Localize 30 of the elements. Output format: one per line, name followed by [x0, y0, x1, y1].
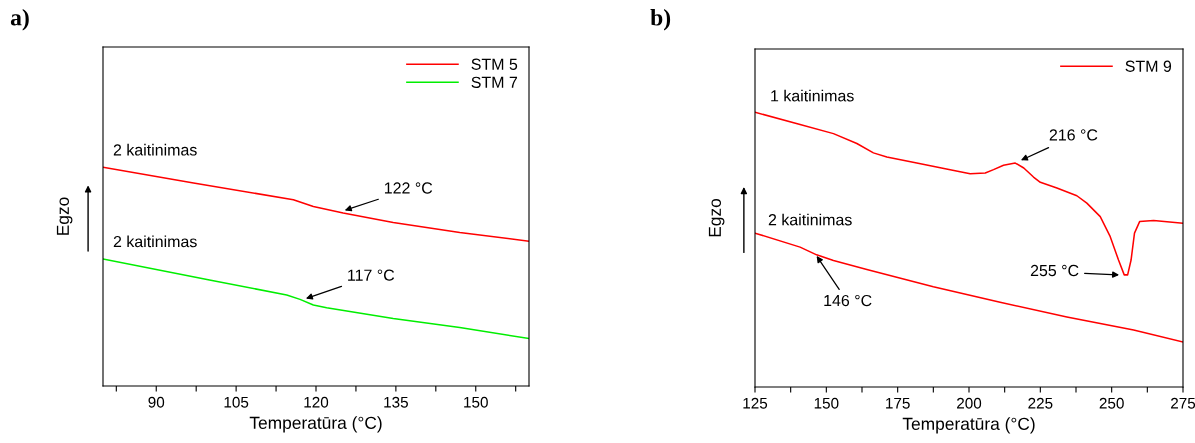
annotation: 117 °C — [348, 269, 395, 281]
x-tick-label: 200 — [957, 397, 982, 409]
x-tick-label: 275 — [1171, 397, 1195, 409]
y-axis-title: Egzo — [56, 197, 73, 235]
x-tick-label: 150 — [464, 396, 488, 408]
annotation: 2 kaitinimas — [768, 213, 852, 226]
annotation: 146 °C — [824, 294, 872, 307]
x-tick-label: 135 — [384, 396, 408, 408]
x-tick-label: 105 — [224, 396, 249, 408]
chart-title: b) — [650, 9, 671, 31]
legend-label: STM 5 — [471, 58, 518, 70]
annotation: 2 kaitinimas — [113, 235, 197, 248]
x-tick-label: 90 — [148, 396, 165, 408]
x-tick-label: 150 — [814, 397, 839, 409]
y-axis-title: Egzo — [708, 198, 725, 237]
x-axis-title: Temperatūra (°C) — [249, 416, 382, 433]
legend-label: STM 9 — [1125, 60, 1172, 72]
x-axis-title: Temperatūra (°C) — [902, 417, 1035, 434]
annotation: 255 °C — [1030, 264, 1079, 277]
annotation: 122 °C — [384, 182, 433, 194]
annotation: 216 °C — [1049, 129, 1098, 141]
annotation: 1 kaitinimas — [771, 89, 854, 102]
x-tick-label: 175 — [886, 397, 910, 409]
chart-title: a) — [10, 8, 29, 31]
legend-label: STM 7 — [471, 76, 518, 88]
x-tick-label: 120 — [304, 396, 329, 408]
x-tick-label: 250 — [1099, 397, 1124, 409]
x-tick-label: 125 — [743, 397, 768, 409]
x-tick-label: 225 — [1028, 397, 1053, 409]
annotation: 2 kaitinimas — [113, 143, 197, 156]
